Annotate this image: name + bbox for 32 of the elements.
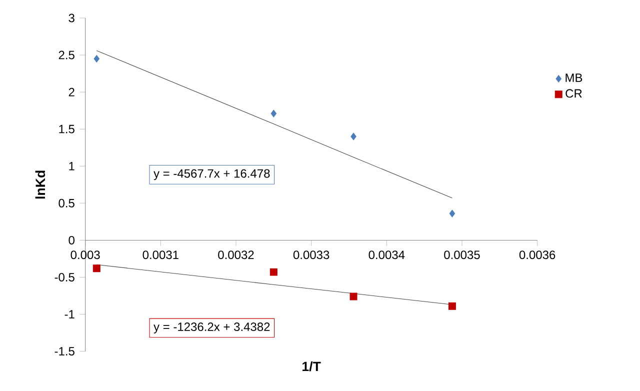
- point: [350, 292, 358, 300]
- annotation: y = -4567.7x + 16.478: [154, 169, 270, 180]
- x-tick-label: 0.003: [70, 250, 100, 259]
- y-tick-label: 2.5: [58, 50, 74, 60]
- y-tick-label: -1.5: [54, 346, 74, 356]
- x-tick-label: 0.0034: [368, 250, 405, 259]
- legend-label: CR: [566, 89, 582, 98]
- point: [92, 264, 100, 272]
- y-axis-title: lnKd: [35, 170, 46, 198]
- point: [270, 110, 277, 118]
- line-series: [96, 50, 452, 198]
- y-tick-label: 2: [68, 88, 74, 96]
- y-tick-label: 0.5: [58, 198, 74, 208]
- y-tick-label: 0: [68, 236, 74, 244]
- y-tick-label: -0.5: [54, 272, 74, 282]
- x-tick-label: 0.0036: [519, 250, 556, 259]
- legend-label: MB: [566, 73, 582, 82]
- point: [448, 302, 456, 310]
- y-tick-label: 3: [68, 14, 74, 22]
- x-tick-label: 0.0033: [293, 250, 330, 259]
- point: [94, 54, 100, 62]
- y-tick-label: 1.5: [59, 124, 74, 134]
- point: [449, 210, 456, 218]
- x-tick-label: 0.0035: [444, 250, 480, 259]
- x-axis-title: 1/T: [302, 361, 321, 372]
- point: [350, 132, 356, 140]
- y-tick-label: 1: [69, 162, 74, 170]
- y-tick-label: -1: [64, 310, 74, 318]
- annotation: y = -1236.2x + 3.4382: [154, 322, 270, 334]
- point: [270, 268, 278, 276]
- x-tick-label: 0.0032: [218, 250, 254, 259]
- x-tick-label: 0.0031: [142, 250, 178, 259]
